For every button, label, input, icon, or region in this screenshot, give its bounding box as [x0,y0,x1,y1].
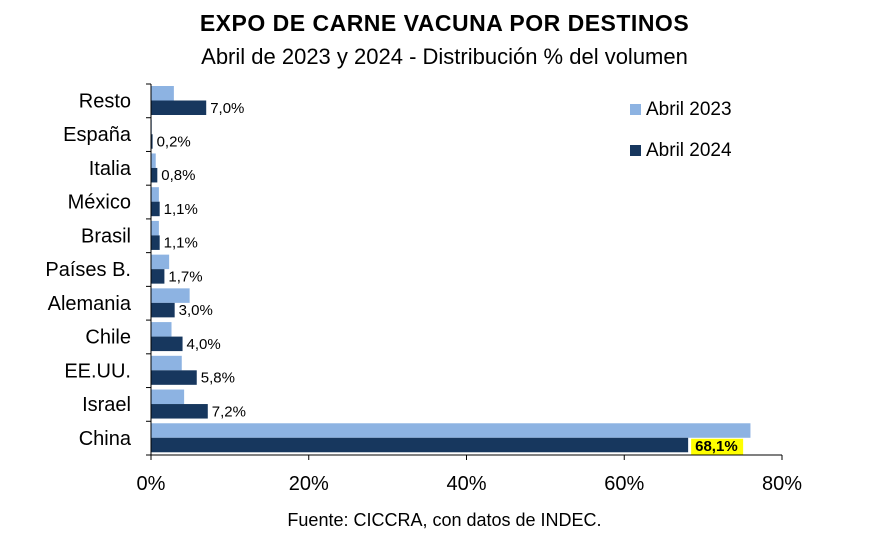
bar-abril-2023-ee-uu [151,355,182,371]
x-tick-label: 0% [137,473,166,495]
bar-abril-2023-mexico [151,187,159,202]
bar-abril-2024-israel [151,404,208,419]
bar-abril-2023-italia [151,153,156,168]
data-label-israel: 7,2% [212,403,246,420]
bar-abril-2024-china [151,437,689,453]
bar-group [151,86,751,453]
category-labels: Resto España Italia México Brasil Países B. Al… [45,91,131,450]
data-label-china: 68,1% [695,438,738,455]
category-label-brasil: Brasil [81,225,131,247]
x-tick-label: 80% [762,473,802,495]
data-label-mexico: 1,1% [164,201,198,218]
chart-title: EXPO DE CARNE VACUNA POR DESTINOS [199,10,690,36]
bar-abril-2023-resto [151,86,174,101]
category-label-italia: Italia [89,158,132,180]
data-label-ee-uu: 5,8% [201,370,235,387]
bar-abril-2023-paises-b [151,254,170,270]
data-label-espana: 0,2% [157,133,191,150]
data-label-paises-b: 1,7% [168,268,202,285]
data-label-resto: 7,0% [210,100,244,117]
bar-abril-2024-alemania [151,302,175,318]
category-label-paises-b: Países B. [45,259,131,281]
category-label-china: China [79,428,132,450]
bar-abril-2024-espana [151,134,153,149]
category-label-resto: Resto [79,91,131,113]
bar-abril-2024-chile [151,336,183,352]
category-label-espana: España [63,124,132,146]
bar-abril-2023-chile [151,322,172,337]
bar-abril-2024-italia [151,167,158,183]
legend-swatch-abril-2023 [630,104,641,115]
legend: Abril 2023 Abril 2024 [630,99,732,161]
bar-abril-2023-china [151,423,751,438]
data-label-highlight [691,438,744,456]
bar-abril-2024-brasil [151,235,160,250]
source-note: Fuente: CICCRA, con datos de INDEC. [287,510,602,530]
category-label-ee-uu: EE.UU. [64,360,131,382]
data-label-brasil: 1,1% [164,235,198,252]
data-label-chile: 4,0% [187,336,221,353]
category-label-israel: Israel [82,394,131,416]
x-axis: 0% 20% 40% 60% 80% [137,83,802,495]
x-tick-label: 20% [289,473,329,495]
bar-abril-2024-mexico [151,201,160,217]
bar-abril-2024-resto [151,100,207,115]
legend-swatch-abril-2024 [630,145,641,156]
chart-subtitle: Abril de 2023 y 2024 - Distribución % de… [201,44,688,69]
legend-label-abril-2024: Abril 2024 [646,140,732,161]
category-label-alemania: Alemania [48,293,132,315]
legend-label-abril-2023: Abril 2023 [646,99,732,120]
data-label-italia: 0,8% [161,167,195,184]
bar-abril-2024-paises-b [151,269,165,284]
x-tick-label: 40% [446,473,486,495]
bar-abril-2024-ee-uu [151,370,197,385]
category-label-mexico: México [68,192,131,214]
data-label-alemania: 3,0% [179,302,213,319]
x-tick-label: 60% [604,473,644,495]
data-labels: 7,0% 0,2% 0,8% 1,1% 1,1% 1,7% 3,0% 4,0% 5,8% 7,2%… [157,100,744,456]
bar-abril-2023-alemania [151,288,190,303]
category-label-chile: Chile [85,327,131,349]
bar-abril-2023-israel [151,389,185,405]
bar-abril-2023-brasil [151,220,159,236]
